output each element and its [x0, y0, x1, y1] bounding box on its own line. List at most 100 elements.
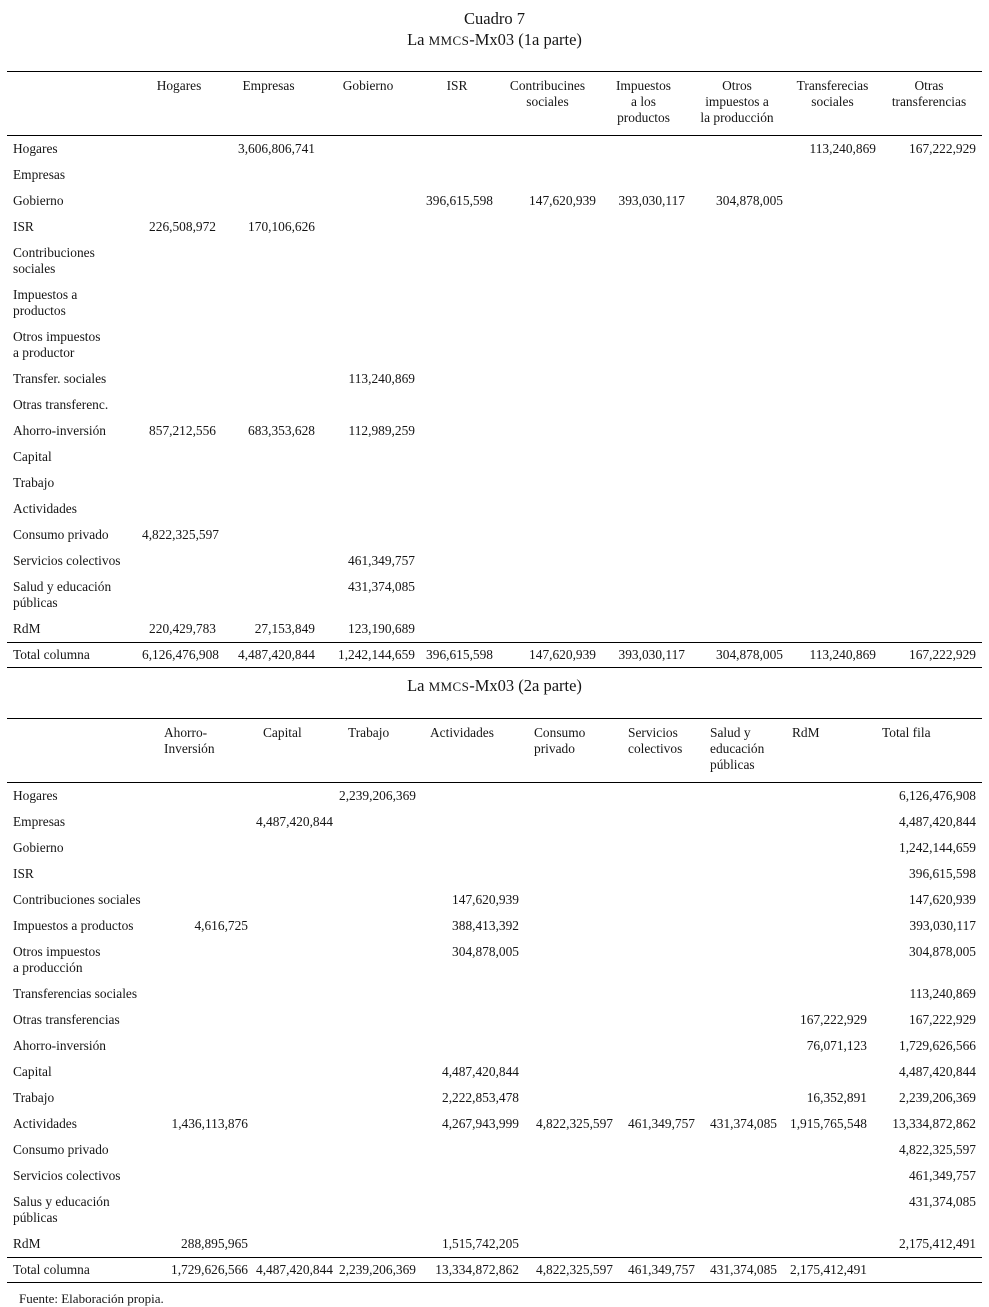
row-label: Consumo privado — [13, 527, 109, 542]
table-cell — [701, 913, 783, 939]
total-cell: 431,374,085 — [701, 1257, 783, 1283]
table-cell — [525, 939, 619, 981]
table-cell — [602, 574, 691, 616]
total-cell — [873, 1257, 982, 1283]
table-cell — [499, 392, 602, 418]
table-cell — [421, 835, 525, 861]
table-cell — [691, 548, 789, 574]
table-row: Consumo privado 4,822,325,597 — [7, 1137, 982, 1163]
table-cell — [619, 1163, 701, 1189]
column-header: Ahorro- Inversión — [155, 718, 254, 783]
table-row: Otros impuestos a productor — [7, 324, 982, 366]
table-cell — [222, 496, 321, 522]
table-cell — [155, 1163, 254, 1189]
table-cell — [339, 913, 421, 939]
table1-caption: Cuadro 7 La MMCS-Mx03 (1a parte) — [7, 8, 982, 51]
row-label: Ahorro-inversión — [13, 423, 106, 438]
column-header: Salud y educación públicas — [701, 718, 783, 783]
table-cell — [499, 214, 602, 240]
table-cell — [254, 1189, 339, 1231]
table-cell — [619, 887, 701, 913]
row-label: Impuestos a productos — [13, 287, 78, 318]
table-cell — [339, 1007, 421, 1033]
row-label: Trabajo — [13, 1090, 55, 1105]
table-cell — [499, 616, 602, 643]
column-header: Gobierno — [321, 71, 421, 136]
table-cell: 13,334,872,862 — [892, 1116, 976, 1131]
table-cell — [882, 444, 982, 470]
table-cell — [882, 162, 982, 188]
column-header: Hogares — [142, 71, 222, 136]
table-cell: 2,239,206,369 — [339, 788, 416, 803]
table-cell — [421, 1033, 525, 1059]
table-cell — [499, 240, 602, 282]
table-cell: 388,413,392 — [452, 918, 519, 933]
table-cell: 4,487,420,844 — [442, 1064, 519, 1079]
table-cell — [421, 282, 499, 324]
total-cell: 2,175,412,491 — [783, 1257, 873, 1283]
table-cell — [499, 444, 602, 470]
table-cell — [421, 444, 499, 470]
table-cell — [882, 366, 982, 392]
table-cell — [339, 1163, 421, 1189]
row-label: Salus y educación públicas — [13, 1194, 110, 1225]
table-cell — [602, 214, 691, 240]
table-cell — [701, 887, 783, 913]
table-cell — [321, 188, 421, 214]
total-cell: 396,615,598 — [421, 642, 499, 668]
table-cell: 147,620,939 — [529, 193, 596, 208]
table-cell — [155, 981, 254, 1007]
table-cell — [339, 1111, 421, 1137]
total-cell: 304,878,005 — [691, 642, 789, 668]
table-cell: 226,508,972 — [149, 219, 216, 234]
row-label: Impuestos a productos — [13, 918, 134, 933]
table-cell — [254, 939, 339, 981]
table-cell — [783, 1137, 873, 1163]
table-cell — [619, 1007, 701, 1033]
row-label: Gobierno — [13, 840, 64, 855]
table-cell — [525, 809, 619, 835]
table-cell: 4,487,420,844 — [256, 814, 333, 829]
table-cell — [691, 418, 789, 444]
table-cell — [222, 470, 321, 496]
table-cell — [525, 981, 619, 1007]
table-cell: 167,222,929 — [909, 141, 976, 156]
table-cell — [789, 366, 882, 392]
table-cell — [525, 861, 619, 887]
table-cell: 431,374,085 — [909, 1194, 976, 1209]
table-cell — [789, 418, 882, 444]
table-cell — [321, 470, 421, 496]
table-row: Ahorro-inversión 76,071,123 1,729,626,566 — [7, 1033, 982, 1059]
table-cell: 683,353,628 — [248, 423, 315, 438]
row-label: Capital — [13, 449, 52, 464]
table-cell — [142, 574, 222, 616]
table-cell — [321, 444, 421, 470]
table-cell: 113,240,869 — [809, 141, 876, 156]
table-cell: 393,030,117 — [909, 918, 976, 933]
table-cell: 4,267,943,999 — [442, 1116, 519, 1131]
table-cell — [421, 324, 499, 366]
total-row-label: Total columna — [7, 1257, 155, 1283]
table-cell — [882, 324, 982, 366]
table-cell — [525, 1163, 619, 1189]
table-cell: 113,240,869 — [348, 371, 415, 386]
table-cell — [691, 522, 789, 548]
table-cell — [691, 282, 789, 324]
table-cell — [882, 418, 982, 444]
table-cell — [499, 496, 602, 522]
row-label: Otras transferenc. — [13, 397, 109, 412]
table-cell — [421, 1163, 525, 1189]
table-cell — [142, 444, 222, 470]
row-label: Empresas — [13, 167, 66, 182]
table-cell — [701, 1085, 783, 1111]
table-cell — [499, 470, 602, 496]
column-header: Consumo privado — [525, 718, 619, 783]
table-cell — [339, 1189, 421, 1231]
table-cell — [691, 240, 789, 282]
table-row: Capital 4,487,420,844 4,487,420,844 — [7, 1059, 982, 1085]
table-cell — [222, 444, 321, 470]
table-cell — [421, 392, 499, 418]
table-cell — [701, 939, 783, 981]
total-row: Total columna 1,729,626,566 4,487,420,844 2… — [7, 1257, 982, 1283]
row-label: RdM — [13, 621, 41, 636]
